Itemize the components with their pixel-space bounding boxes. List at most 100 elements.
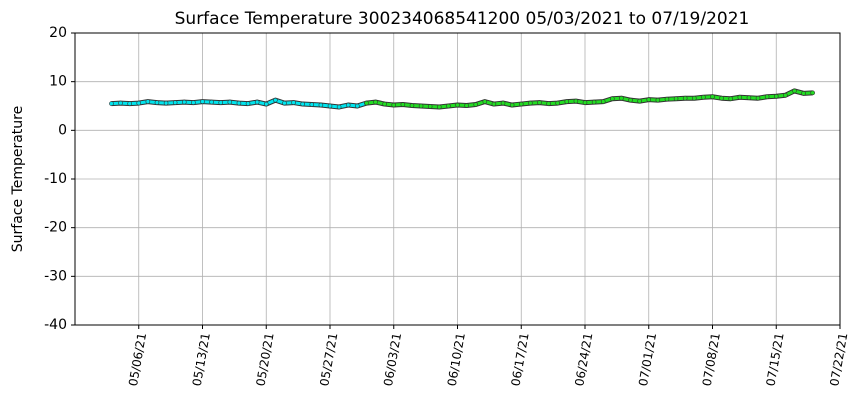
data-point — [610, 96, 615, 101]
data-point — [263, 101, 269, 107]
data-point — [518, 101, 524, 107]
data-point — [619, 95, 624, 101]
data-point — [309, 102, 315, 107]
data-point — [728, 96, 734, 101]
data-point — [409, 103, 415, 108]
data-point — [345, 102, 351, 108]
data-point — [446, 103, 451, 109]
data-point — [746, 95, 752, 101]
data-point — [327, 103, 333, 109]
data-point — [655, 97, 661, 103]
data-point — [764, 94, 770, 100]
data-point — [491, 101, 497, 107]
plot-frame — [74, 32, 841, 326]
data-point — [273, 97, 278, 103]
x-tick-label: 06/10/21 — [445, 332, 468, 388]
x-tick-label: 07/15/21 — [764, 332, 787, 388]
data-point — [664, 96, 670, 102]
data-point — [200, 99, 205, 104]
data-point — [464, 103, 469, 108]
y-axis-label: Surface Temperature — [10, 106, 26, 252]
data-point — [801, 91, 806, 96]
data-point — [436, 104, 442, 110]
data-point — [336, 104, 342, 110]
data-point — [555, 100, 560, 106]
data-point — [710, 94, 715, 100]
data-point — [254, 99, 260, 105]
data-point — [528, 100, 533, 106]
data-point — [382, 101, 387, 107]
data-point — [209, 99, 214, 105]
y-tick-label: -40 — [44, 317, 67, 333]
x-tick-label: 05/13/21 — [190, 332, 213, 388]
data-point — [191, 100, 196, 105]
data-point — [473, 102, 479, 107]
data-point — [181, 99, 187, 105]
data-point — [318, 102, 324, 108]
data-point — [373, 99, 378, 105]
data-point — [291, 100, 296, 105]
data-point — [682, 95, 688, 101]
chart-title: Surface Temperature 300234068541200 05/0… — [175, 9, 750, 29]
data-point — [564, 99, 570, 104]
data-point — [418, 103, 424, 109]
x-tick-label: 07/01/21 — [636, 332, 659, 388]
data-point — [755, 95, 761, 101]
data-point — [118, 100, 123, 106]
data-point — [509, 102, 515, 108]
x-tick-label: 05/06/21 — [126, 332, 149, 388]
y-tick-label: -20 — [44, 220, 67, 236]
data-point — [245, 101, 251, 106]
x-tick-label: 07/08/21 — [700, 332, 723, 388]
data-point — [737, 94, 743, 100]
y-tick-label: 0 — [58, 122, 67, 138]
data-point — [691, 95, 697, 101]
data-point — [701, 94, 706, 100]
y-tick-label: -30 — [44, 268, 67, 284]
data-point — [628, 97, 633, 103]
x-tick-label: 06/24/21 — [572, 332, 595, 388]
data-point — [673, 96, 679, 101]
data-point — [591, 99, 597, 105]
data-point — [773, 93, 779, 99]
y-tick-label: 20 — [49, 25, 67, 41]
data-point — [163, 100, 169, 106]
data-point — [154, 100, 160, 105]
data-point — [573, 98, 579, 104]
x-tick-label: 05/27/21 — [317, 332, 340, 388]
data-point — [500, 100, 506, 106]
data-point — [482, 99, 488, 104]
y-tick-label: -10 — [44, 171, 67, 187]
data-point — [145, 99, 151, 104]
data-point — [637, 98, 642, 104]
data-point — [364, 100, 369, 106]
data-point — [582, 100, 588, 105]
data-point — [300, 101, 305, 107]
data-point — [455, 102, 460, 108]
x-tick-label: 07/22/21 — [827, 332, 850, 388]
x-tick-label: 06/03/21 — [381, 332, 404, 388]
data-point — [218, 100, 224, 105]
data-point — [391, 102, 397, 108]
data-point — [600, 99, 606, 104]
data-point — [109, 101, 114, 106]
data-point — [537, 100, 542, 105]
data-point — [136, 100, 142, 106]
data-point — [355, 103, 360, 109]
data-point — [646, 97, 652, 102]
data-point — [236, 100, 242, 106]
data-point — [127, 101, 132, 106]
data-point — [810, 90, 815, 96]
data-point — [792, 88, 797, 94]
data-point — [282, 100, 287, 106]
x-tick-label: 06/17/21 — [509, 332, 532, 388]
data-point — [546, 101, 551, 106]
data-point — [400, 102, 406, 107]
y-tick-label: 10 — [49, 74, 67, 90]
data-point — [783, 92, 788, 98]
data-point — [227, 99, 233, 105]
data-point — [719, 95, 724, 101]
data-point — [172, 100, 178, 105]
data-point — [427, 104, 433, 109]
